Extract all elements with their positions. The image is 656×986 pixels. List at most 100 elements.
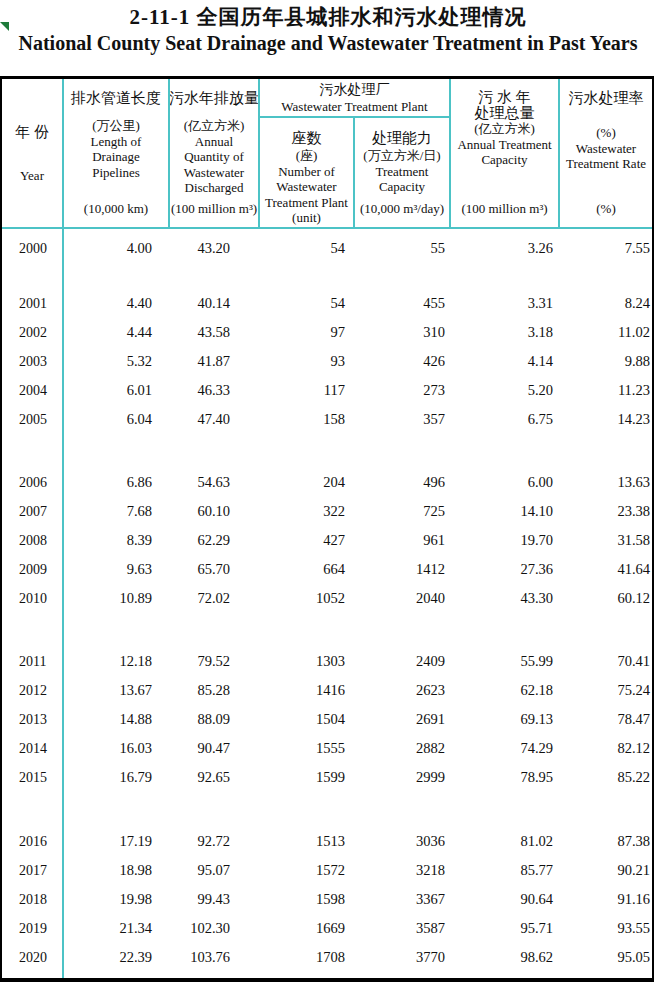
value-cell: 6.00 <box>449 474 558 491</box>
year-cell: 2009 <box>2 562 62 578</box>
value-cell: 82.12 <box>558 740 652 757</box>
year-cell: 2001 <box>2 296 62 312</box>
value-cell: 1599 <box>258 769 353 786</box>
value-cell: 2040 <box>353 590 449 607</box>
value-cell: 19.70 <box>449 532 558 549</box>
value-cell: 455 <box>353 295 449 312</box>
value-cell: 55 <box>353 240 449 257</box>
value-cell: 74.29 <box>449 740 558 757</box>
year-cell: 2012 <box>2 683 62 699</box>
header-treatment-rate: 污水处理率 (%) Wastewater Treatment Rate (%) <box>558 79 652 227</box>
value-cell: 1555 <box>258 740 353 757</box>
year-cell: 2017 <box>2 863 62 879</box>
value-cell: 93.55 <box>558 920 652 937</box>
value-cell: 1504 <box>258 711 353 728</box>
year-cell: 2002 <box>2 325 62 341</box>
table-row: 201921.34102.301669358795.7193.55 <box>2 914 652 943</box>
value-cell: 23.38 <box>558 503 652 520</box>
value-cell: 8.24 <box>558 295 652 312</box>
year-cell: 2019 <box>2 921 62 937</box>
value-cell: 1052 <box>258 590 353 607</box>
value-cell: 1669 <box>258 920 353 937</box>
value-cell: 1303 <box>258 653 353 670</box>
table-row: 201213.6785.281416262362.1875.24 <box>2 676 652 705</box>
value-cell: 69.13 <box>449 711 558 728</box>
value-cell: 54.63 <box>168 474 258 491</box>
table-row: 20099.6365.70664141227.3641.64 <box>2 555 652 584</box>
value-cell: 2999 <box>353 769 449 786</box>
value-cell: 3367 <box>353 891 449 908</box>
value-cell: 1513 <box>258 833 353 850</box>
row-group: 201617.1992.721513303681.0287.38201718.9… <box>2 827 652 972</box>
value-cell: 90.64 <box>449 891 558 908</box>
table-row: 20024.4443.58973103.1811.02 <box>2 318 652 347</box>
value-cell: 427 <box>258 532 353 549</box>
value-cell: 3587 <box>353 920 449 937</box>
year-cell: 2008 <box>2 533 62 549</box>
value-cell: 47.40 <box>168 411 258 428</box>
table-row: 201314.8888.091504269169.1378.47 <box>2 705 652 734</box>
row-group: 20066.8654.632044966.0013.6320077.6860.1… <box>2 468 652 613</box>
year-cell: 2006 <box>2 475 62 491</box>
value-cell: 4.40 <box>62 295 168 312</box>
table-row: 20014.4040.14544553.318.24 <box>2 289 652 318</box>
value-cell: 5.32 <box>62 353 168 370</box>
value-cell: 85.22 <box>558 769 652 786</box>
value-cell: 55.99 <box>449 653 558 670</box>
value-cell: 12.18 <box>62 653 168 670</box>
value-cell: 11.23 <box>558 382 652 399</box>
value-cell: 1708 <box>258 949 353 966</box>
value-cell: 4.00 <box>62 240 168 257</box>
table-title-en: National County Seat Drainage and Wastew… <box>0 30 656 56</box>
value-cell: 27.36 <box>449 561 558 578</box>
value-cell: 95.71 <box>449 920 558 937</box>
value-cell: 75.24 <box>558 682 652 699</box>
value-cell: 8.39 <box>62 532 168 549</box>
value-cell: 81.02 <box>449 833 558 850</box>
row-group: 20014.4040.14544553.318.2420024.4443.589… <box>2 289 652 434</box>
value-cell: 10.89 <box>62 590 168 607</box>
value-cell: 2409 <box>353 653 449 670</box>
year-cell: 2016 <box>2 834 62 850</box>
value-cell: 357 <box>353 411 449 428</box>
value-cell: 54 <box>258 240 353 257</box>
value-cell: 14.10 <box>449 503 558 520</box>
value-cell: 102.30 <box>168 920 258 937</box>
value-cell: 95.07 <box>168 862 258 879</box>
value-cell: 496 <box>353 474 449 491</box>
value-cell: 87.38 <box>558 833 652 850</box>
value-cell: 6.01 <box>62 382 168 399</box>
value-cell: 9.63 <box>62 561 168 578</box>
value-cell: 19.98 <box>62 891 168 908</box>
value-cell: 7.68 <box>62 503 168 520</box>
value-cell: 6.86 <box>62 474 168 491</box>
table-row: 201010.8972.021052204043.3060.12 <box>2 584 652 613</box>
value-cell: 2623 <box>353 682 449 699</box>
value-cell: 78.47 <box>558 711 652 728</box>
value-cell: 1598 <box>258 891 353 908</box>
value-cell: 43.20 <box>168 240 258 257</box>
table-row: 20046.0146.331172735.2011.23 <box>2 376 652 405</box>
value-cell: 117 <box>258 382 353 399</box>
value-cell: 21.34 <box>62 920 168 937</box>
table-row: 201516.7992.651599299978.9585.22 <box>2 763 652 792</box>
value-cell: 1416 <box>258 682 353 699</box>
value-cell: 3036 <box>353 833 449 850</box>
year-cell: 2000 <box>2 241 62 257</box>
table-row: 20004.0043.2054553.267.55 <box>2 234 652 263</box>
value-cell: 158 <box>258 411 353 428</box>
year-cell: 2015 <box>2 770 62 786</box>
table-row: 20088.3962.2942796119.7031.58 <box>2 526 652 555</box>
value-cell: 60.10 <box>168 503 258 520</box>
value-cell: 2882 <box>353 740 449 757</box>
table-row: 201416.0390.471555288274.2982.12 <box>2 734 652 763</box>
value-cell: 41.87 <box>168 353 258 370</box>
year-cell: 2011 <box>2 654 62 670</box>
row-group: 20004.0043.2054553.267.55 <box>2 234 652 263</box>
header-treatment-plant-group: 污水处理厂 Wastewater Treatment Plant <box>258 79 449 116</box>
year-cell: 2005 <box>2 412 62 428</box>
value-cell: 92.65 <box>168 769 258 786</box>
table-row: 201718.9895.071572321885.7790.21 <box>2 856 652 885</box>
value-cell: 91.16 <box>558 891 652 908</box>
value-cell: 18.98 <box>62 862 168 879</box>
